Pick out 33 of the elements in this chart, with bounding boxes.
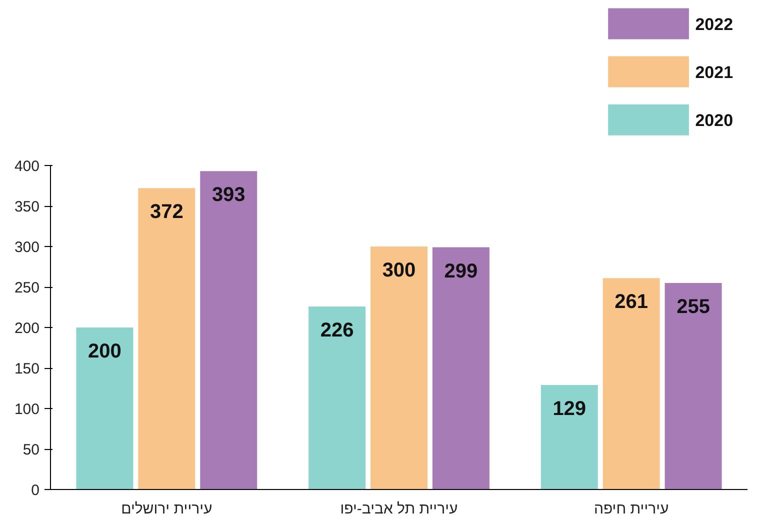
- data-label: 261: [614, 291, 648, 314]
- y-tick-label: 150: [14, 360, 40, 378]
- x-tick-label: עיריית חיפה: [594, 500, 669, 518]
- y-tick-label: 300: [14, 239, 40, 256]
- y-tick-label: 100: [14, 401, 40, 418]
- bar: [540, 385, 598, 490]
- bar: [76, 328, 134, 490]
- data-label: 299: [444, 260, 478, 282]
- y-tick-label: 250: [14, 280, 40, 296]
- bar: [664, 282, 722, 490]
- y-tick-label: 400: [14, 158, 40, 175]
- data-label: 226: [320, 319, 354, 342]
- data-label: 255: [676, 296, 710, 318]
- bar: [138, 188, 196, 490]
- y-tick-label: 50: [22, 442, 40, 458]
- bar: [370, 246, 428, 490]
- legend-label: 2020: [695, 110, 734, 130]
- data-label: 200: [88, 340, 122, 362]
- bar: [200, 171, 258, 490]
- bar: [308, 306, 366, 490]
- legend-label: 2022: [695, 14, 734, 34]
- x-tick-label: עיריית ירושלים: [121, 500, 212, 518]
- data-label: 372: [150, 201, 184, 224]
- x-tick-label: עיריית תל אביב-יפו: [340, 500, 458, 518]
- data-label: 129: [552, 398, 586, 420]
- bar: [602, 278, 660, 490]
- y-tick-label: 350: [14, 198, 40, 216]
- data-label: 393: [212, 184, 246, 206]
- bar: [432, 247, 490, 490]
- y-tick-label: 0: [31, 482, 40, 499]
- legend-label: 2021: [695, 62, 734, 82]
- y-tick-label: 200: [14, 320, 40, 337]
- data-label: 300: [382, 260, 416, 282]
